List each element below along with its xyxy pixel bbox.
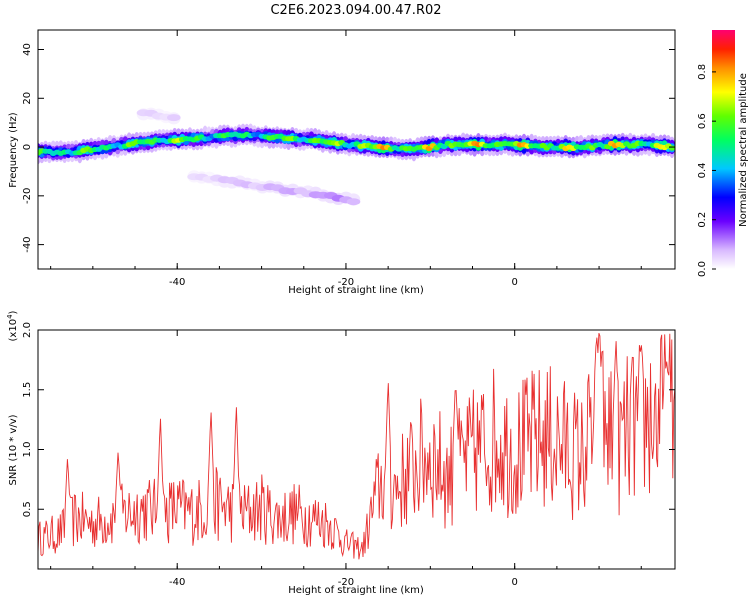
snr-ytick-label: 1.0	[22, 442, 33, 458]
snr-ytick-label: 2.0	[22, 322, 33, 338]
spectrogram-frame	[37, 29, 676, 270]
ytick-label: -40	[22, 236, 33, 252]
ytick-label: 40	[22, 43, 33, 56]
colorbar-tick-label: 0.8	[697, 64, 708, 80]
xtick-label: -20	[338, 277, 354, 288]
snr-multiplier-exp: 4	[6, 314, 14, 319]
spectrogram-xlabel: Height of straight line (km)	[288, 285, 424, 296]
ytick-label: 20	[22, 92, 33, 105]
spectrogram-ticks: -40 -20 0 40 20 0 -20 -40	[22, 30, 675, 288]
snr-xtick-label: -20	[338, 577, 354, 588]
colorbar-tick-label: 0.6	[697, 113, 708, 129]
chart-title: C2E6.2023.094.00.47.R02	[270, 3, 441, 18]
snr-ticks: -40 -20 0 2.0 1.5 1.0 0.5	[22, 322, 675, 588]
xtick-label: -40	[169, 277, 185, 288]
colorbar-label: Normalized spectral amplitude	[738, 73, 749, 227]
colorbar-tick-label: 0.2	[697, 212, 708, 228]
heatmap-cell	[167, 114, 181, 122]
snr-multiplier-close: )	[8, 310, 19, 314]
snr-xlabel: Height of straight line (km)	[288, 585, 424, 596]
colorbar-tick-label: 0.0	[697, 261, 708, 277]
snr-multiplier: (x104)	[6, 310, 19, 341]
colorbar-tick-label: 0.4	[697, 162, 708, 178]
snr-frame	[37, 329, 676, 570]
snr-ytick-label: 1.5	[22, 382, 33, 398]
ytick-label: 0	[22, 144, 33, 150]
spectrogram-ylabel: Frequency (Hz)	[8, 112, 19, 188]
snr-multiplier-base: (x10	[8, 319, 19, 342]
xtick-label: 0	[512, 277, 518, 288]
spectrogram-heatmap	[38, 107, 675, 206]
snr-xtick-label: 0	[512, 577, 518, 588]
snr-xtick-label: -40	[169, 577, 185, 588]
colorbar-ticks: 0.0 0.2 0.4 0.6 0.8	[697, 64, 716, 277]
snr-ylabel: SNR (10 * v/v)	[8, 414, 19, 485]
snr-panel: -40 -20 0 2.0 1.5 1.0 0.5 Height of straight l…	[6, 310, 676, 596]
heatmap-cell	[668, 145, 675, 151]
colorbar-gradient	[712, 30, 735, 269]
heatmap-cell	[346, 198, 361, 206]
svg-text:(x104): (x104)	[6, 310, 19, 341]
ytick-label: -20	[22, 188, 33, 204]
colorbar: 0.0 0.2 0.4 0.6 0.8 Normalized spectral ampl…	[697, 30, 749, 277]
spectrogram-panel: -40 -20 0 40 20 0 -20 -40 Height of straight li…	[8, 29, 676, 296]
snr-series-line	[38, 332, 675, 560]
snr-ytick-label: 0.5	[22, 501, 33, 517]
